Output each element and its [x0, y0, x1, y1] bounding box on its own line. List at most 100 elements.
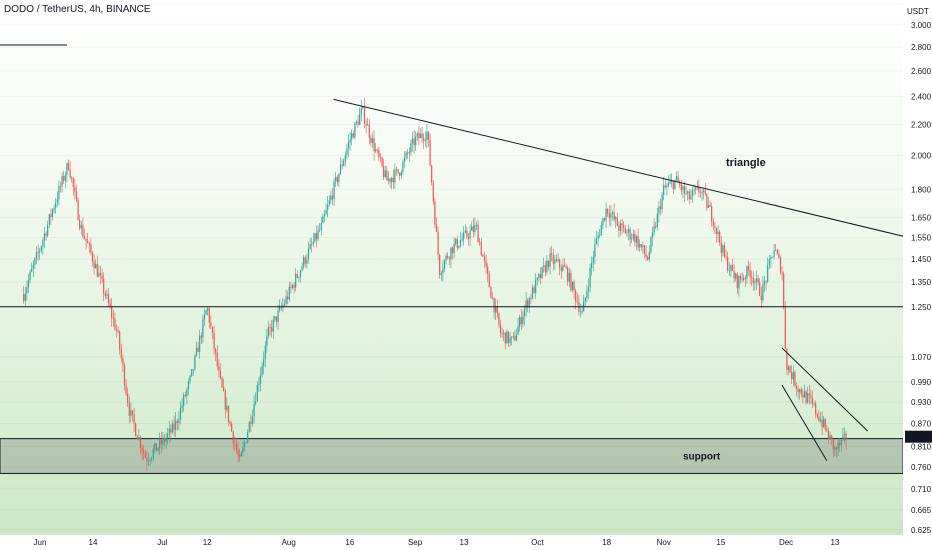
candle-body [80, 225, 82, 229]
candle-body [832, 439, 834, 450]
candle-body [295, 273, 297, 288]
candle-body [187, 381, 190, 390]
candle-body [367, 124, 369, 126]
candle-body [399, 172, 401, 176]
price-tick-label: 0.710 [911, 485, 932, 494]
triangle-upper-trendline[interactable] [333, 98, 909, 238]
candle-body [296, 273, 298, 278]
candle-body [824, 419, 826, 430]
candle-body [557, 259, 559, 261]
candle-body [680, 185, 682, 191]
candle-body [640, 244, 642, 248]
candle-body [552, 254, 554, 264]
candles [23, 98, 847, 471]
candle-body [400, 172, 402, 176]
candle-body [743, 277, 745, 280]
candle-body [455, 238, 457, 244]
candle-body [323, 214, 326, 217]
candle-body [661, 194, 663, 210]
candle-body [687, 191, 689, 194]
candle-body [519, 317, 521, 327]
time-axis[interactable] [0, 535, 932, 550]
price-axis[interactable] [903, 0, 932, 550]
candle-body [735, 273, 737, 279]
candle-body [120, 348, 122, 359]
price-tick-label: 1.250 [911, 303, 932, 312]
time-tick-label: Nov [657, 538, 671, 547]
candle-body [677, 176, 679, 183]
price-tick-label: 1.550 [911, 233, 932, 242]
candle-body [536, 277, 538, 280]
candle-body [472, 226, 474, 232]
candle-body [599, 235, 601, 237]
channel-lower-line[interactable] [781, 384, 828, 461]
candle-body [191, 369, 193, 376]
time-tick-label: 13 [831, 538, 840, 547]
candle-body [181, 405, 183, 408]
candle-body [407, 152, 409, 154]
candle-body [463, 232, 465, 239]
candle-body [216, 352, 218, 367]
candle-body [573, 281, 575, 291]
candle-body [615, 217, 617, 220]
candle-body [682, 186, 684, 191]
candle-body [26, 287, 28, 294]
candle-body [235, 444, 238, 450]
candle-body [143, 451, 145, 454]
candle-body [543, 265, 545, 268]
candle-body [755, 278, 758, 283]
candle-body [762, 284, 764, 301]
candle-body [576, 301, 578, 303]
candle-body [669, 181, 671, 184]
symbol-title: DODO / TetherUS, 4h, BINANCE [4, 4, 151, 15]
candle-body [781, 272, 783, 274]
candle-body [655, 226, 657, 228]
candle-body [579, 311, 582, 313]
candle-body [831, 435, 833, 440]
candle-body [603, 218, 606, 221]
candle-body [283, 303, 286, 305]
candle-body [791, 372, 793, 380]
support-zone [0, 438, 904, 474]
candle-body [419, 133, 422, 139]
candle-body [464, 230, 466, 233]
candle-body [506, 331, 508, 344]
candle-body [699, 192, 702, 194]
candle-body [803, 391, 806, 398]
candle-body [839, 442, 841, 446]
candle-body [659, 206, 662, 210]
candle-body [335, 176, 337, 182]
candle-body [250, 421, 252, 424]
candle-body [368, 124, 370, 138]
candle-body [474, 225, 476, 232]
time-tick-label: 16 [345, 538, 354, 547]
candle-body [371, 138, 374, 143]
candle-body [487, 266, 489, 275]
candle-body [330, 195, 332, 201]
candle-body [634, 233, 636, 243]
candle-body [533, 287, 535, 294]
candle-body [192, 369, 194, 371]
candle-body [413, 138, 415, 146]
candle-body [165, 437, 167, 442]
candle-body [594, 243, 596, 257]
price-tick-label: 0.990 [911, 378, 932, 387]
candle-body [173, 423, 175, 430]
candle-body [271, 327, 273, 332]
candle-body [434, 201, 436, 225]
candle-body [786, 348, 788, 370]
candle-body [147, 460, 150, 462]
candle-body [650, 237, 652, 253]
candle-body [450, 247, 452, 260]
candle-body [541, 267, 543, 278]
candle-body [387, 178, 390, 181]
price-tick-label: 0.810 [911, 442, 932, 451]
candle-body [131, 410, 134, 415]
candle-body [293, 284, 295, 288]
candle-body [213, 332, 215, 349]
candle-body [826, 429, 828, 431]
channel-upper-line[interactable] [781, 347, 868, 432]
candle-body [63, 176, 65, 181]
candle-body [509, 337, 511, 343]
